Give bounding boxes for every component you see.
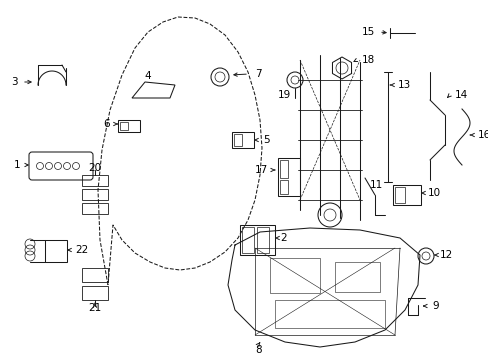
Text: 13: 13 bbox=[397, 80, 410, 90]
Bar bbox=[82, 189, 108, 200]
Bar bbox=[82, 268, 108, 282]
Bar bbox=[242, 227, 253, 253]
Bar bbox=[278, 158, 299, 196]
Bar bbox=[392, 185, 420, 205]
Text: 9: 9 bbox=[431, 301, 438, 311]
Text: 3: 3 bbox=[11, 77, 18, 87]
Bar bbox=[269, 258, 319, 293]
Text: 18: 18 bbox=[361, 55, 374, 65]
Bar bbox=[394, 187, 404, 203]
Bar bbox=[334, 262, 379, 292]
Bar bbox=[82, 175, 108, 186]
Text: 14: 14 bbox=[454, 90, 468, 100]
Text: 21: 21 bbox=[88, 303, 102, 313]
Bar bbox=[118, 120, 140, 132]
Bar bbox=[120, 122, 128, 130]
Bar bbox=[82, 203, 108, 214]
Text: 8: 8 bbox=[254, 345, 261, 355]
Text: 17: 17 bbox=[254, 165, 267, 175]
Text: 11: 11 bbox=[369, 180, 383, 190]
Text: 19: 19 bbox=[277, 90, 290, 100]
Bar bbox=[234, 134, 242, 146]
Text: 6: 6 bbox=[103, 119, 110, 129]
Text: 4: 4 bbox=[144, 71, 151, 81]
Bar bbox=[280, 160, 287, 178]
Text: 7: 7 bbox=[254, 69, 261, 79]
Text: 1: 1 bbox=[13, 160, 20, 170]
Text: 5: 5 bbox=[263, 135, 269, 145]
Text: 15: 15 bbox=[361, 27, 374, 37]
Text: 2: 2 bbox=[280, 233, 286, 243]
Text: 12: 12 bbox=[439, 250, 452, 260]
Bar bbox=[231, 132, 253, 148]
Bar bbox=[82, 286, 108, 300]
Bar bbox=[45, 240, 67, 262]
Bar bbox=[280, 180, 287, 194]
Bar bbox=[257, 227, 268, 253]
Text: 16: 16 bbox=[477, 130, 488, 140]
Bar bbox=[240, 225, 274, 255]
Text: 22: 22 bbox=[75, 245, 88, 255]
Text: 10: 10 bbox=[427, 188, 440, 198]
Text: 20: 20 bbox=[88, 163, 102, 173]
Bar bbox=[274, 300, 384, 328]
